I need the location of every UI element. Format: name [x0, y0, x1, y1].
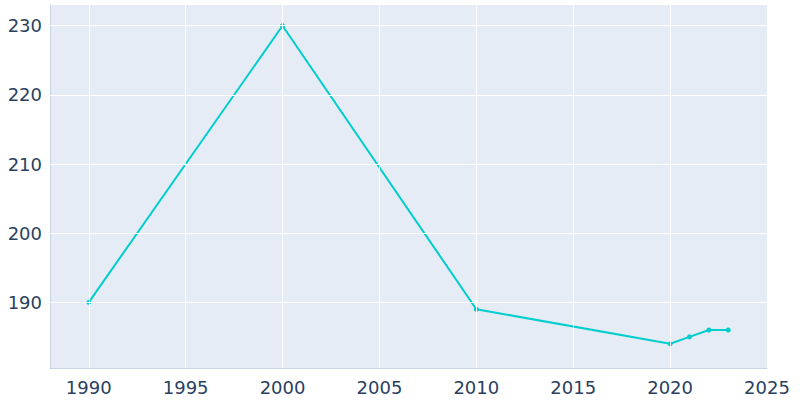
svg-text:1995: 1995 [163, 377, 209, 398]
svg-text:2020: 2020 [647, 377, 693, 398]
svg-text:2025: 2025 [744, 377, 790, 398]
svg-text:2000: 2000 [260, 377, 306, 398]
svg-text:200: 200 [8, 223, 42, 244]
svg-text:2005: 2005 [357, 377, 403, 398]
svg-text:220: 220 [8, 84, 42, 105]
svg-text:2010: 2010 [453, 377, 499, 398]
svg-text:210: 210 [8, 154, 42, 175]
svg-text:230: 230 [8, 15, 42, 36]
svg-text:2015: 2015 [550, 377, 596, 398]
svg-text:1990: 1990 [66, 377, 112, 398]
svg-text:190: 190 [8, 292, 42, 313]
